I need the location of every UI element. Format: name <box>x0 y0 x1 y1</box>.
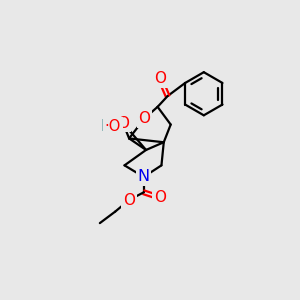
Text: O: O <box>123 193 135 208</box>
Text: O: O <box>154 190 166 205</box>
Text: ·O: ·O <box>105 118 121 134</box>
Text: O: O <box>117 116 129 130</box>
Text: O: O <box>139 111 151 126</box>
Text: H: H <box>100 119 111 134</box>
Text: O: O <box>154 71 166 86</box>
Text: N: N <box>138 169 150 184</box>
